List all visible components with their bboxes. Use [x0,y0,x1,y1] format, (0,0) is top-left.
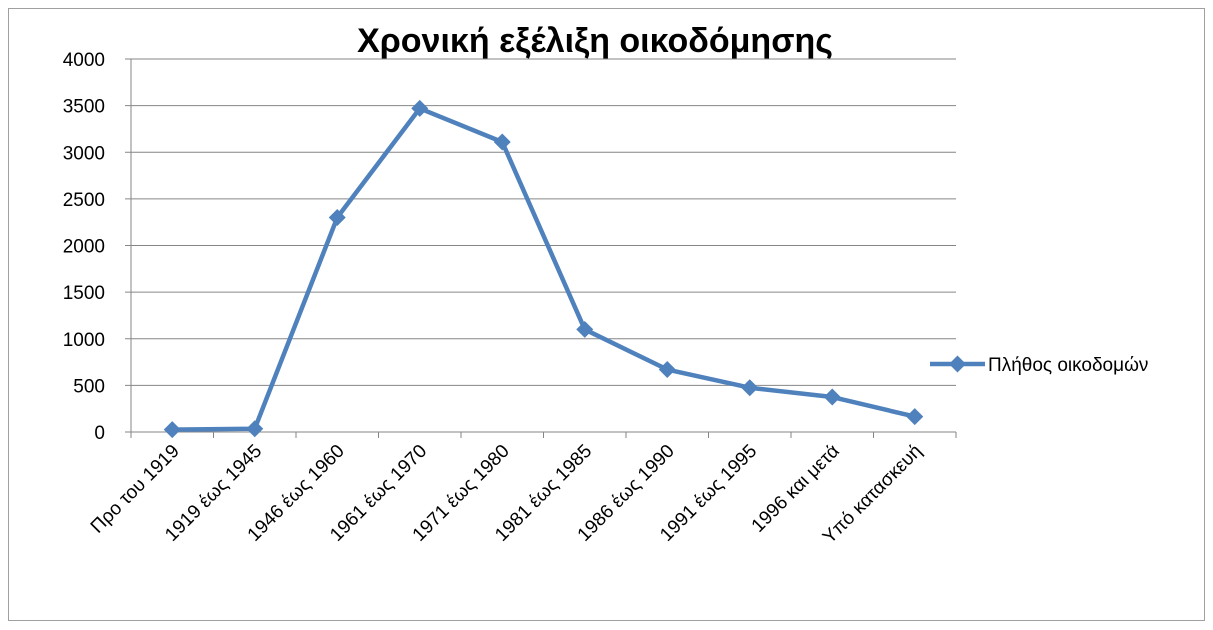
y-tick-label: 1000 [63,330,105,351]
chart-title: Χρονική εξέλιξη οικοδόμησης [357,22,833,60]
y-tick-label: 3000 [63,143,105,164]
legend-marker [949,355,966,373]
marker [741,379,759,397]
y-tick-label: 0 [94,423,105,444]
chart-frame [8,8,1205,621]
y-tick-label: 500 [73,376,105,397]
y-tick-label: 4000 [63,50,105,71]
marker [576,320,594,338]
legend-label: Πλήθος οικοδομών [988,355,1148,376]
marker [906,408,924,426]
y-tick-label: 1500 [63,283,105,304]
y-tick-label: 2000 [63,237,105,258]
marker [658,361,676,379]
y-tick-label: 3500 [63,97,105,118]
y-tick-label: 2500 [63,190,105,211]
marker [163,421,181,439]
marker [246,420,264,438]
marker [493,133,511,151]
marker [823,388,841,406]
marker [411,99,429,117]
marker [328,209,346,227]
line [172,106,916,432]
